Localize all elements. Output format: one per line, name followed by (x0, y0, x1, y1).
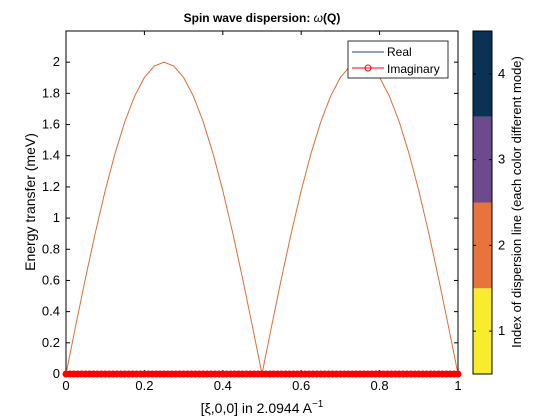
chart-title: Spin wave dispersion: ω(Q) (184, 11, 341, 25)
colorbar: 1 2 3 4 (472, 30, 505, 375)
y-tick-label: 1.8 (42, 85, 60, 100)
y-tick-label: 1.6 (42, 117, 60, 132)
colorbar-tick-label: 3 (498, 152, 505, 167)
y-tick-label: 1 (53, 210, 60, 225)
colorbar-tick-label: 1 (498, 323, 505, 338)
plot-area (65, 30, 459, 375)
colorbar-tick-label: 2 (498, 237, 505, 252)
x-tick-label: 0 (62, 378, 69, 393)
legend-imaginary-label: Imaginary (387, 62, 440, 76)
y-tick-label: 0.8 (42, 241, 60, 256)
x-tick-label: 1 (454, 378, 461, 393)
colorbar-tick-label: 4 (498, 66, 505, 81)
y-tick-label: 0.6 (42, 272, 60, 287)
colorbar-label: Index of dispersion line (each color dif… (509, 56, 524, 348)
y-axis-label: Energy transfer (meV) (22, 133, 38, 271)
x-tick-label: 0.2 (135, 378, 153, 393)
colorbar-segment (473, 202, 492, 289)
x-tick-label: 0.8 (371, 378, 389, 393)
y-tick-label: 0.2 (42, 335, 60, 350)
series-layer (62, 61, 462, 378)
legend: Real Imaginary (347, 40, 449, 79)
colorbar-segment (473, 288, 492, 374)
legend-imaginary-marker (364, 64, 372, 72)
y-tick-label: 0 (53, 366, 60, 381)
colorbar-segment (473, 116, 492, 203)
axis-ticks: 0 0.2 0.4 0.6 0.8 1 0 0.2 0.4 0.6 0.8 1 1.2 1.4 1.6 1.8… (42, 31, 462, 393)
y-tick-label: 0.4 (42, 304, 60, 319)
legend-real-label: Real (387, 45, 412, 59)
y-tick-label: 2 (53, 54, 60, 69)
legend-box (347, 40, 449, 79)
series-imaginary-point (454, 370, 462, 378)
colorbar-frame (472, 30, 493, 375)
x-tick-label: 0.4 (214, 378, 232, 393)
x-axis-label: [ξ,0,0] in 2.0944 A−1 (201, 399, 324, 416)
y-tick-label: 1.4 (42, 148, 60, 163)
y-tick-label: 1.2 (42, 179, 60, 194)
colorbar-segment (473, 31, 492, 117)
x-tick-label: 0.6 (292, 378, 310, 393)
